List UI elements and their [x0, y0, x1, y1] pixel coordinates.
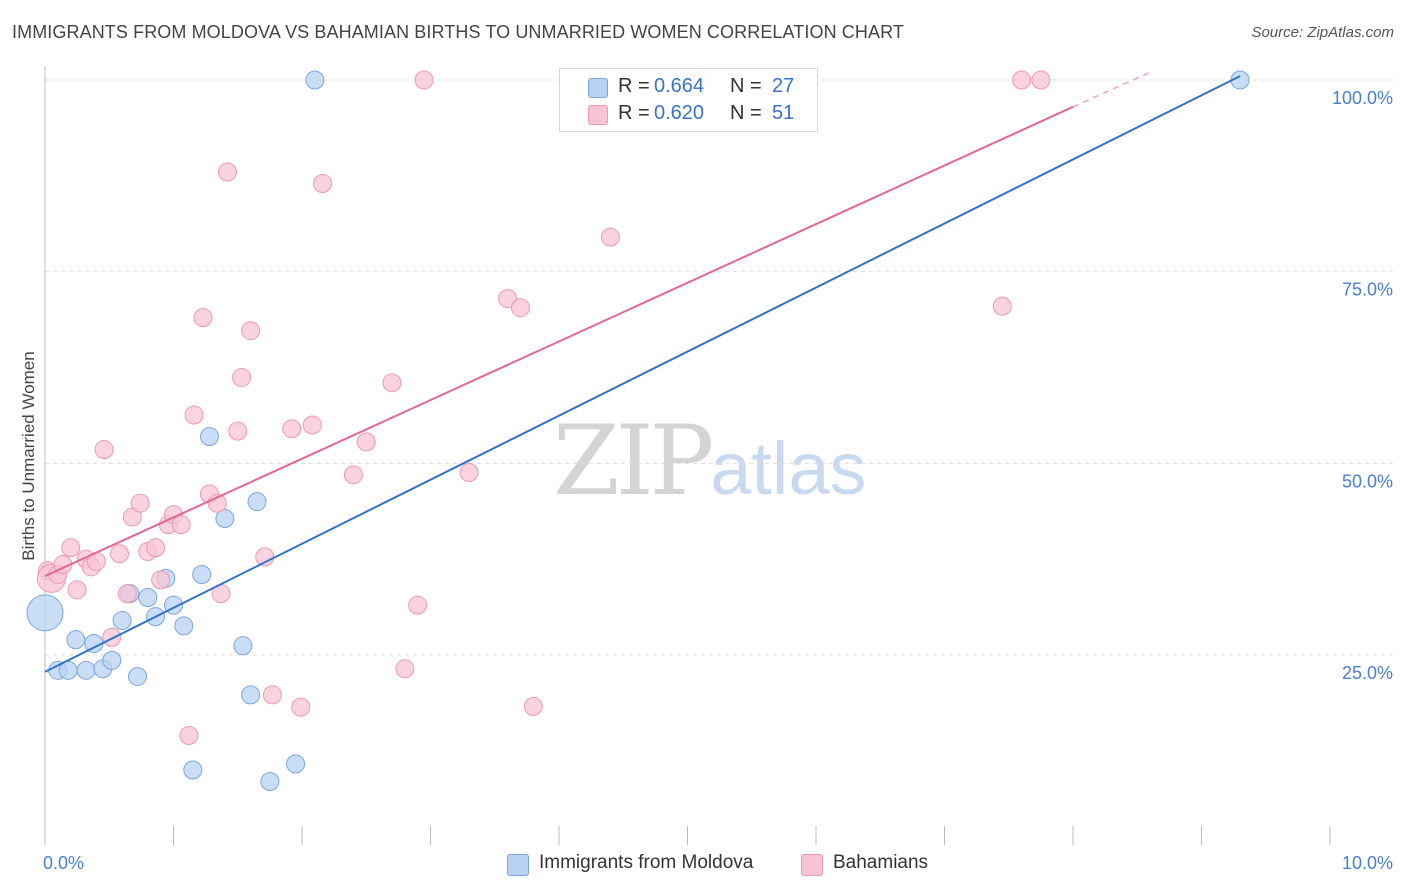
data-point-bahamians: [171, 515, 191, 535]
data-point-bahamians: [1012, 70, 1032, 90]
legend-swatch-bahamians: [588, 105, 608, 125]
data-point-bahamians: [498, 289, 518, 308]
data-point-moldova: [112, 611, 132, 630]
data-point-moldova: [305, 70, 325, 90]
data-point-bahamians: [94, 440, 114, 460]
chart-title: IMMIGRANTS FROM MOLDOVA VS BAHAMIAN BIRT…: [12, 22, 904, 42]
trend-line-moldova: [44, 75, 1241, 673]
data-point-bahamians: [262, 685, 282, 705]
data-point-bahamians: [282, 419, 302, 439]
data-point-bahamians: [302, 415, 322, 435]
legend-swatch-moldova: [588, 78, 608, 98]
data-point-bahamians: [110, 544, 130, 564]
data-point-bahamians: [61, 538, 81, 558]
legend-r-label: R =: [618, 75, 650, 97]
data-point-moldova: [260, 772, 280, 791]
data-point-moldova: [183, 760, 203, 780]
data-point-moldova: [233, 636, 253, 656]
data-point-bahamians: [130, 493, 150, 513]
bottom-legend-label-bahamians: Bahamians: [833, 852, 929, 873]
data-point-bahamians: [395, 659, 415, 679]
data-point-moldova: [241, 685, 261, 705]
data-point-moldova: [215, 509, 235, 529]
data-point-bahamians: [510, 298, 530, 318]
bottom-legend-swatch-moldova: [507, 854, 529, 876]
watermark-atlas: atlas: [710, 427, 867, 510]
data-point-bahamians: [117, 584, 137, 604]
data-point-moldova: [138, 588, 158, 607]
data-point-bahamians: [523, 696, 543, 716]
data-point-bahamians: [1031, 70, 1051, 90]
legend-n-value: 51: [772, 102, 795, 124]
data-point-bahamians: [459, 463, 479, 483]
y-tick-label: 25.0%: [1342, 663, 1393, 683]
data-point-bahamians: [67, 580, 87, 600]
data-point-moldova: [76, 660, 96, 680]
bottom-legend-swatch-bahamians: [801, 854, 823, 876]
data-point-bahamians: [414, 70, 434, 90]
legend-n-label: N =: [730, 75, 762, 97]
legend-r-label: R =: [618, 102, 650, 124]
trend-line-bahamians: [44, 105, 1074, 577]
trend-line-extension-bahamians: [1072, 71, 1151, 108]
data-point-moldova: [247, 492, 267, 512]
correlation-legend: R = 0.664 N = 27 R = 0.620 N = 51: [559, 68, 818, 132]
data-point-bahamians: [228, 421, 248, 441]
legend-row-moldova: R = 0.664 N = 27: [560, 73, 817, 101]
data-point-bahamians: [600, 227, 620, 247]
y-tick-label: 50.0%: [1342, 471, 1393, 491]
data-point-moldova: [192, 565, 212, 584]
legend-r-value: 0.620: [654, 102, 705, 124]
watermark: ZIPatlas: [553, 405, 867, 517]
data-point-bahamians: [193, 308, 213, 328]
data-point-moldova: [286, 754, 306, 774]
data-point-moldova: [199, 427, 219, 446]
y-tick-label: 100.0%: [1332, 88, 1393, 108]
data-point-bahamians: [382, 373, 402, 393]
data-point-bahamians: [408, 595, 428, 615]
data-point-bahamians: [313, 174, 333, 193]
data-point-moldova: [102, 650, 122, 670]
data-point-moldova: [174, 616, 194, 636]
data-point-bahamians: [992, 296, 1012, 316]
data-point-bahamians: [241, 321, 261, 341]
data-point-bahamians: [179, 726, 199, 745]
data-point-bahamians: [151, 570, 171, 590]
data-point-moldova: [66, 630, 86, 650]
data-point-bahamians: [232, 367, 252, 387]
legend-n-value: 27: [772, 75, 795, 97]
legend-row-bahamians: R = 0.620 N = 51: [560, 100, 817, 128]
data-point-moldova: [26, 594, 64, 632]
watermark-zip: ZIP: [553, 405, 714, 517]
x-tick-label: 0.0%: [43, 853, 84, 873]
legend-r-value: 0.664: [654, 75, 705, 97]
data-point-bahamians: [146, 538, 166, 558]
data-point-bahamians: [184, 405, 204, 425]
data-point-bahamians: [356, 432, 376, 452]
bottom-legend-label-moldova: Immigrants from Moldova: [539, 852, 754, 873]
data-point-bahamians: [217, 162, 237, 182]
x-tick-label: 10.0%: [1342, 853, 1393, 873]
legend-n-label: N =: [730, 102, 762, 124]
data-point-bahamians: [291, 697, 311, 717]
source-credit: Source: ZipAtlas.com: [1251, 24, 1394, 41]
data-point-bahamians: [343, 465, 363, 485]
data-point-bahamians: [102, 627, 122, 647]
y-tick-label: 75.0%: [1342, 280, 1393, 300]
data-point-moldova: [128, 666, 148, 686]
